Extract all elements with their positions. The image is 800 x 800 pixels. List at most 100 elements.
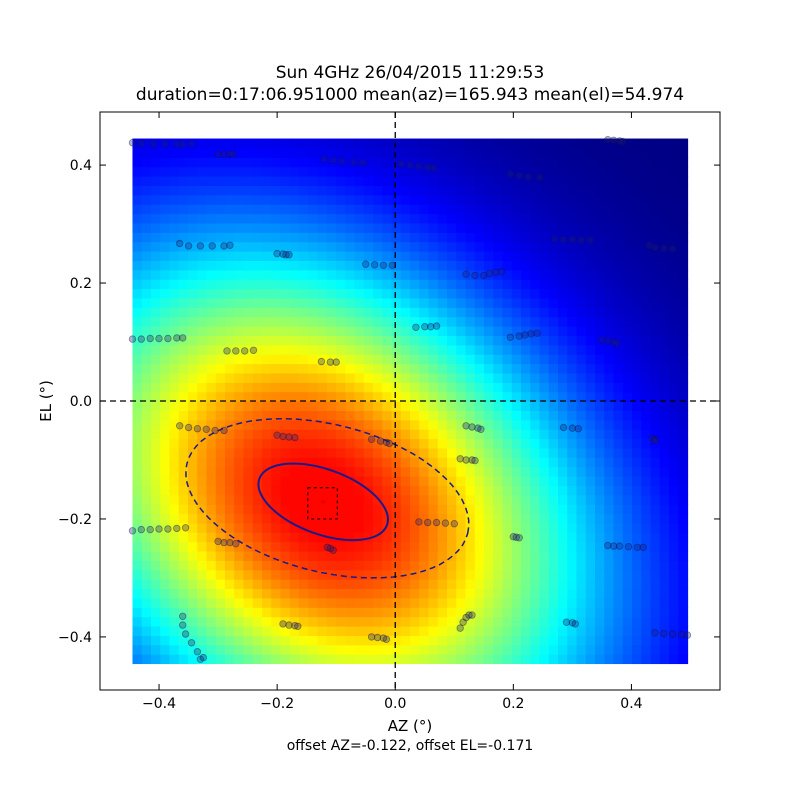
heat-cell <box>206 251 217 261</box>
heat-cell <box>160 550 171 561</box>
heat-cell <box>197 297 208 308</box>
heat-cell <box>243 307 254 318</box>
heat-cell <box>650 513 661 524</box>
heat-cell <box>641 625 652 636</box>
heat-cell <box>289 475 300 486</box>
heat-cell <box>567 157 578 168</box>
heat-cell <box>326 316 337 327</box>
heat-cell <box>141 532 152 543</box>
heat-cell <box>447 147 457 158</box>
heat-cell <box>206 382 217 393</box>
sample-point <box>128 138 137 147</box>
heat-cell <box>160 494 171 505</box>
heat-cell <box>373 401 383 411</box>
heat-cell <box>308 204 319 215</box>
heat-cell <box>567 560 578 571</box>
heat-cell <box>206 222 217 233</box>
heat-cell <box>511 307 522 318</box>
heat-cell <box>419 288 430 299</box>
heat-cell <box>539 391 550 402</box>
heat-cell <box>585 260 596 271</box>
heat-cell <box>326 269 337 280</box>
heat-cell <box>650 260 661 271</box>
heat-cell <box>160 635 171 646</box>
sample-point <box>164 525 172 533</box>
heat-cell <box>169 372 180 383</box>
heat-cell <box>567 288 578 299</box>
heat-cell <box>308 269 319 280</box>
heat-cell <box>317 297 328 308</box>
heat-cell <box>511 466 522 477</box>
heat-cell <box>474 550 485 561</box>
heat-cell <box>197 419 208 430</box>
heat-cell <box>437 513 448 524</box>
heat-cell <box>447 419 457 430</box>
heat-cell <box>428 607 439 618</box>
heat-cell <box>493 335 504 346</box>
heat-cell <box>382 344 393 355</box>
heat-cell <box>659 550 670 561</box>
heat-cell <box>280 401 291 411</box>
heat-cell <box>502 279 513 290</box>
heat-cell <box>632 504 642 515</box>
heat-cell <box>437 166 448 177</box>
heat-cell <box>548 213 559 224</box>
heat-cell <box>150 297 161 308</box>
heat-cell <box>382 644 393 655</box>
heat-cell <box>150 222 161 233</box>
heat-cell <box>178 269 189 280</box>
heat-cell <box>234 241 245 252</box>
heat-cell <box>271 288 282 299</box>
heat-cell <box>595 532 605 543</box>
heat-cell <box>289 504 300 515</box>
heat-cell <box>326 447 337 458</box>
heat-cell <box>641 616 652 627</box>
heat-cell <box>391 504 402 515</box>
heat-cell <box>400 194 411 205</box>
heat-cell <box>308 185 319 196</box>
heat-cell <box>678 466 689 477</box>
heat-cell <box>178 232 189 243</box>
heat-cell <box>382 401 393 411</box>
heat-cell <box>595 194 605 205</box>
heat-cell <box>502 382 513 393</box>
heat-cell <box>659 466 670 477</box>
heat-cell <box>659 326 670 336</box>
heat-cell <box>650 654 661 665</box>
heat-cell <box>261 297 272 308</box>
heat-cell <box>410 204 420 215</box>
x-tick-label: 0.2 <box>502 696 524 712</box>
heat-cell <box>363 213 374 224</box>
heat-cell <box>261 391 272 402</box>
sample-point <box>527 330 535 338</box>
heat-cell <box>558 354 568 365</box>
heat-cell <box>187 401 198 411</box>
heat-cell <box>234 232 245 243</box>
heat-cell <box>502 176 513 186</box>
heat-cell <box>160 457 171 468</box>
sample-point <box>613 339 621 347</box>
heat-cell <box>410 401 420 411</box>
heat-cell <box>141 326 152 336</box>
heat-cell <box>160 260 171 271</box>
heat-cell <box>456 147 467 158</box>
heat-cell <box>604 382 615 393</box>
heat-cell <box>622 354 633 365</box>
heat-cell <box>289 138 300 149</box>
heat-cell <box>317 326 328 336</box>
heat-cell <box>252 176 263 186</box>
sample-point <box>441 519 450 527</box>
heat-cell <box>511 232 522 243</box>
heat-cell <box>613 447 624 458</box>
heat-cell <box>141 344 152 355</box>
heat-cell <box>641 391 652 402</box>
heat-cell <box>595 644 605 655</box>
heat-cell <box>400 185 411 196</box>
sample-point <box>515 171 523 180</box>
heat-cell <box>604 485 615 496</box>
heat-cell <box>456 344 467 355</box>
heat-cell <box>641 194 652 205</box>
heat-cell <box>613 138 624 149</box>
heat-cell <box>289 335 300 346</box>
heat-cell <box>215 410 226 421</box>
